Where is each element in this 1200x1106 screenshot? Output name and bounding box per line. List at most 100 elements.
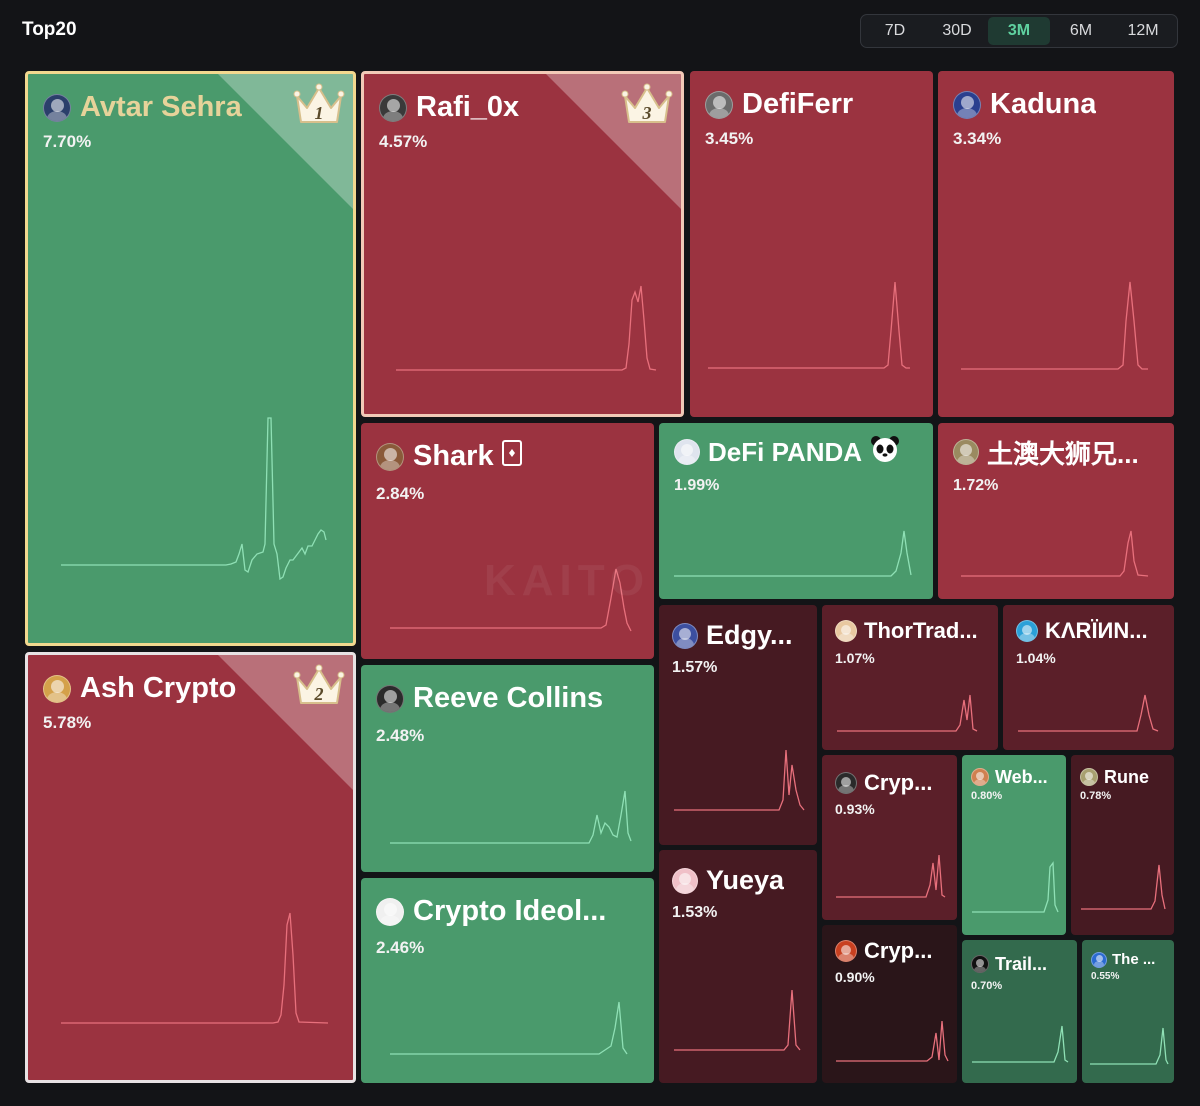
tile-header: Web... — [971, 765, 1060, 789]
treemap-tile[interactable]: Rune 0.78% — [1071, 755, 1174, 935]
sparkline — [1018, 694, 1159, 732]
tile-header: KΛRÏИN... — [1016, 617, 1168, 645]
period-3m[interactable]: 3M — [988, 17, 1050, 45]
treemap-tile[interactable]: Edgy... 1.57% — [659, 605, 817, 845]
sparkline — [390, 1001, 628, 1055]
tile-header: Rafi_0x — [379, 90, 621, 125]
treemap-tile[interactable]: The ... 0.55% — [1082, 940, 1174, 1083]
avatar — [953, 90, 981, 119]
tile-percentage: 0.90% — [835, 969, 875, 985]
tile-percentage: 0.80% — [971, 790, 1003, 802]
tile-header: Kaduna — [953, 87, 1168, 122]
avatar — [672, 867, 698, 894]
treemap-tile[interactable]: DeFi PANDA 1.99% — [659, 423, 933, 599]
avatar — [835, 940, 857, 962]
sparkline — [837, 694, 978, 732]
treemap-tile[interactable]: Cryp... 0.90% — [822, 925, 957, 1083]
svg-text:3: 3 — [642, 103, 652, 123]
sparkline-path — [390, 790, 632, 844]
sparkline-path — [837, 694, 978, 732]
tile-header: DefiFerr — [705, 87, 927, 122]
sparkline-path — [674, 989, 801, 1051]
period-12m[interactable]: 12M — [1127, 22, 1159, 39]
treemap-tile[interactable]: Shark 2.84% — [361, 423, 654, 659]
treemap-tile[interactable]: 土澳大狮兄... 1.72% — [938, 423, 1174, 599]
tile-header: Avtar Sehra — [43, 90, 293, 125]
tile-header: Crypto Ideol... — [376, 894, 648, 929]
sparkline-path — [972, 1025, 1069, 1063]
tile-percentage: 2.48% — [376, 726, 425, 745]
avatar — [835, 620, 857, 642]
tile-percentage: 5.78% — [43, 713, 92, 732]
treemap-tile[interactable]: Web... 0.80% — [962, 755, 1066, 935]
treemap-tile[interactable]: Rafi_0x 4.57% 3 — [361, 71, 684, 417]
tile-percentage: 0.93% — [835, 801, 875, 817]
sparkline — [61, 417, 327, 581]
tile-percentage: 1.72% — [953, 477, 999, 494]
avatar — [1016, 620, 1038, 642]
sparkline — [836, 854, 946, 898]
tile-percentage: 1.53% — [672, 904, 718, 921]
avatar — [376, 684, 404, 713]
tile-percentage: 2.46% — [376, 938, 425, 957]
sparkline-path — [836, 854, 946, 898]
sparkline-path — [1018, 694, 1159, 732]
sparkline — [836, 1020, 949, 1062]
treemap-tile[interactable]: Yueya 1.53% — [659, 850, 817, 1083]
rank-corner-highlight — [218, 655, 353, 790]
sparkline — [61, 912, 329, 1024]
sparkline-path — [390, 568, 632, 632]
treemap-tile[interactable]: KΛRÏИN... 1.04% — [1003, 605, 1174, 750]
treemap-tile[interactable]: ThorTrad... 1.07% — [822, 605, 998, 750]
avatar — [672, 622, 698, 649]
sparkline — [674, 530, 912, 577]
treemap-tile[interactable]: Crypto Ideol... 2.46% — [361, 878, 654, 1083]
avatar — [1080, 768, 1098, 786]
sparkline-path — [396, 285, 657, 371]
tile-percentage: 1.07% — [835, 650, 875, 666]
avatar — [1091, 951, 1107, 968]
period-selector: 7D 30D 3M 6M 12M — [860, 14, 1178, 48]
avatar — [705, 90, 733, 119]
tile-percentage: 7.70% — [43, 132, 92, 151]
treemap-tile[interactable]: Reeve Collins 2.48% — [361, 665, 654, 872]
tile-header: Rune — [1080, 765, 1168, 789]
avatar — [674, 439, 700, 465]
sparkline-path — [61, 912, 329, 1024]
treemap-tile[interactable]: Cryp... 0.93% — [822, 755, 957, 920]
tile-percentage: 4.57% — [379, 132, 428, 151]
tile-percentage: 1.99% — [674, 477, 720, 494]
treemap-tile[interactable]: Ash Crypto 5.78% 2 — [25, 652, 356, 1083]
sparkline-path — [961, 530, 1149, 577]
sparkline — [972, 1025, 1069, 1063]
sparkline-path — [674, 749, 805, 811]
tile-percentage: 3.34% — [953, 129, 1002, 148]
tile-header: Shark — [376, 439, 648, 474]
avatar — [835, 772, 857, 794]
rank-crown-icon: 1 — [293, 82, 345, 131]
rank-crown-icon: 3 — [621, 82, 673, 131]
page-title: Top20 — [22, 19, 77, 40]
sparkline — [390, 790, 632, 844]
sparkline — [1090, 1027, 1169, 1065]
sparkline — [674, 749, 805, 811]
tile-header: Trail... — [971, 952, 1071, 976]
tile-header: Cryp... — [835, 937, 951, 965]
sparkline-path — [1090, 1027, 1169, 1065]
tile-percentage: 1.57% — [672, 659, 718, 676]
sparkline-path — [836, 1020, 949, 1062]
tile-percentage: 2.84% — [376, 484, 425, 503]
period-6m[interactable]: 6M — [1069, 22, 1093, 39]
treemap-tile[interactable]: Avtar Sehra 7.70% 1 — [25, 71, 356, 646]
treemap-tile[interactable]: Kaduna 3.34% — [938, 71, 1174, 417]
sparkline-path — [961, 281, 1148, 370]
kaito-watermark: KAITO — [484, 556, 651, 605]
period-7d[interactable]: 7D — [884, 22, 906, 39]
treemap-tile[interactable]: Trail... 0.70% — [962, 940, 1077, 1083]
sparkline — [708, 281, 910, 369]
treemap-tile[interactable]: DefiFerr 3.45% — [690, 71, 933, 417]
panda-icon — [870, 436, 900, 468]
sparkline — [1081, 864, 1166, 910]
sparkline-path — [390, 1001, 628, 1055]
period-30d[interactable]: 30D — [942, 22, 972, 39]
